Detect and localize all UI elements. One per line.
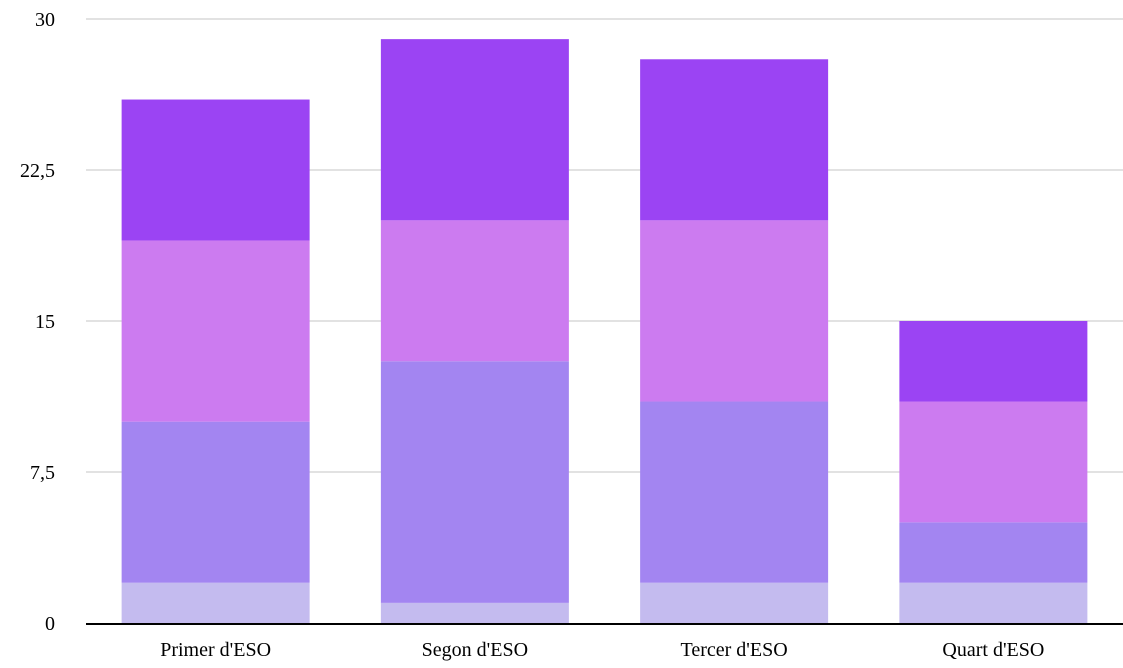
x-tick-label: Tercer d'ESO bbox=[681, 639, 788, 661]
bar-segment bbox=[121, 99, 310, 241]
bar-segment bbox=[380, 602, 569, 623]
bar-segment bbox=[640, 401, 829, 583]
bar-segment bbox=[640, 582, 829, 623]
x-tick-label: Segon d'ESO bbox=[422, 639, 528, 661]
bar-segment bbox=[899, 401, 1088, 523]
tick-labels: 0 7,5 15 22,5 30 Primer d'ESO Segon d'ESO Terce… bbox=[20, 9, 1044, 661]
y-tick-label: 30 bbox=[35, 9, 55, 31]
bar-segment bbox=[121, 582, 310, 623]
y-tick-label: 7,5 bbox=[30, 462, 55, 484]
bar-segment bbox=[121, 421, 310, 583]
bar-segment bbox=[380, 220, 569, 362]
x-tick-label: Primer d'ESO bbox=[160, 639, 271, 661]
bar-segment bbox=[899, 321, 1088, 402]
bar-segment bbox=[640, 220, 829, 402]
bar-segment bbox=[380, 361, 569, 603]
bar-segment bbox=[899, 522, 1088, 583]
y-tick-label: 22,5 bbox=[20, 160, 55, 182]
bar-segment bbox=[899, 582, 1088, 623]
bars bbox=[121, 39, 1088, 623]
bar-segment bbox=[640, 59, 829, 221]
bar-segment bbox=[380, 39, 569, 221]
x-tick-label: Quart d'ESO bbox=[942, 639, 1044, 661]
y-tick-label: 15 bbox=[35, 311, 55, 333]
bar-segment bbox=[121, 240, 310, 422]
y-tick-label: 0 bbox=[45, 613, 55, 635]
